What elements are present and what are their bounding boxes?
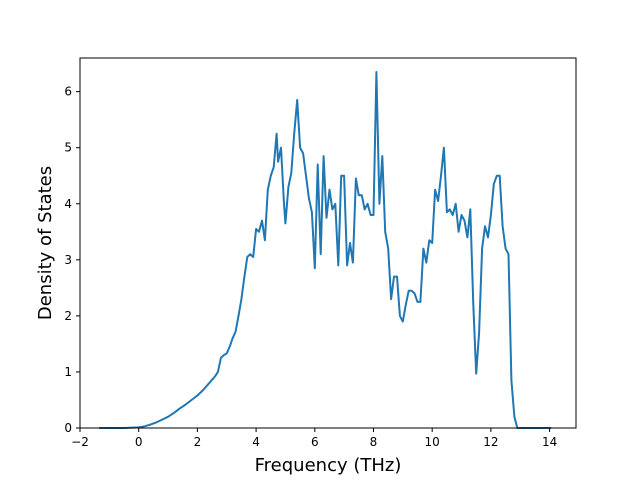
x-tick-label: 4 [252,435,260,449]
y-tick-label: 1 [64,365,72,379]
x-tick-label: 2 [194,435,202,449]
y-axis-ticks: 0 1 2 3 4 5 6 [64,85,80,435]
x-tick-label: 0 [135,435,143,449]
x-tick-label: 14 [542,435,557,449]
y-axis-label: Density of States [35,166,56,320]
x-tick-label: 12 [483,435,498,449]
x-axis-ticks: −2 0 2 4 6 8 10 12 14 [71,428,557,449]
dos-series-line [99,71,552,429]
x-tick-label: −2 [71,435,89,449]
y-tick-label: 5 [64,141,72,155]
y-tick-label: 6 [64,85,72,99]
plot-frame [79,57,577,429]
x-axis-label: Frequency (THz) [255,455,402,476]
y-tick-label: 3 [64,253,72,267]
x-tick-label: 10 [425,435,440,449]
x-tick-label: 6 [311,435,319,449]
x-tick-label: 8 [370,435,378,449]
y-tick-label: 4 [64,197,72,211]
series-layer [99,71,552,429]
y-tick-label: 2 [64,309,72,323]
y-tick-label: 0 [64,421,72,435]
